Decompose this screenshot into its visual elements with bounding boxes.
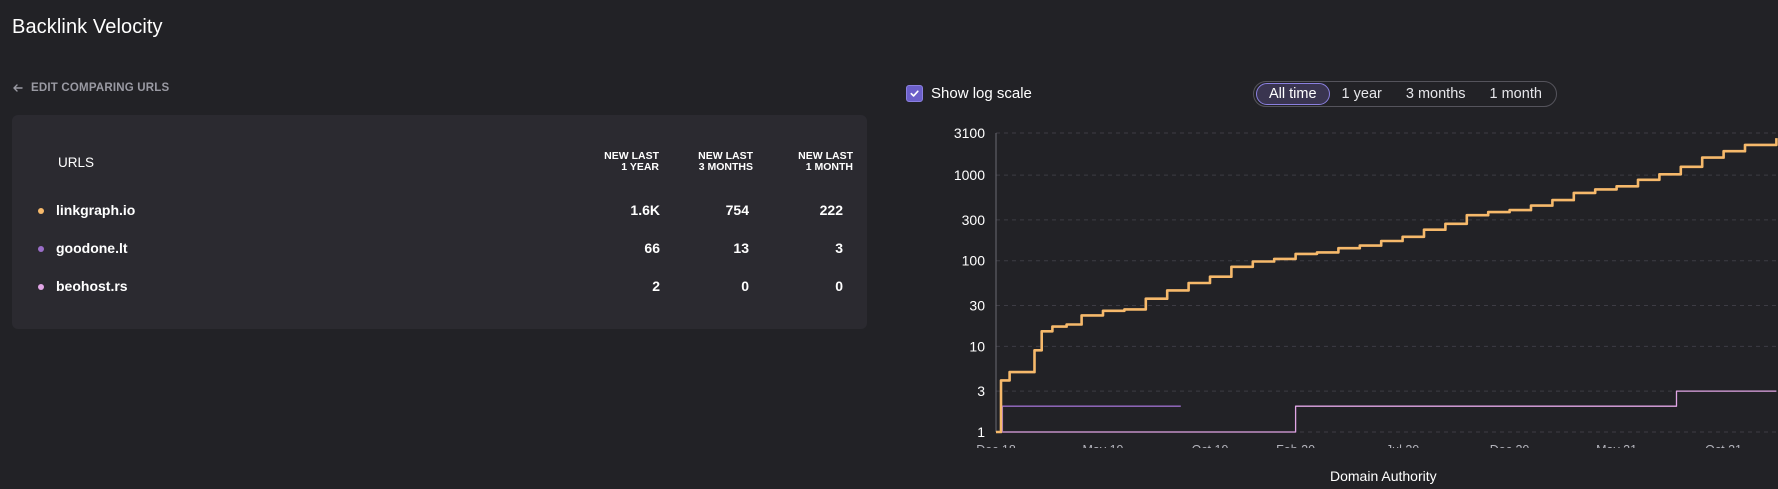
new-last-3-months-header-line2: 3 MONTHS (698, 161, 753, 173)
new-last-3-months-header: NEW LAST 3 MONTHS (698, 151, 753, 173)
time-range-3-months[interactable]: 3 months (1405, 86, 1466, 102)
time-range-1-year[interactable]: 1 year (1341, 86, 1382, 102)
x-tick-label: Feb 20 (1276, 443, 1315, 448)
time-range-all-time[interactable]: All time (1256, 83, 1330, 105)
y-tick-label: 3 (977, 383, 985, 399)
value-last-3-months: 0 (741, 278, 749, 294)
y-tick-label: 1 (977, 424, 985, 440)
new-last-3-months-header-line1: NEW LAST (698, 150, 753, 162)
value-last-3-months: 13 (733, 240, 749, 256)
time-range-toggle: All time 1 year 3 months 1 month (1253, 81, 1557, 107)
x-tick-label: Oct 19 (1192, 443, 1229, 448)
series-color-dot (38, 208, 44, 214)
new-last-1-year-header: NEW LAST 1 YEAR (604, 151, 659, 173)
x-axis-label: Domain Authority (1330, 468, 1437, 484)
table-row[interactable]: linkgraph.io 1.6K 754 222 (12, 201, 867, 221)
edit-comparing-urls-label: EDIT COMPARING URLS (31, 82, 170, 94)
table-row[interactable]: goodone.lt 66 13 3 (12, 239, 867, 259)
y-tick-label: 1000 (954, 167, 985, 183)
x-tick-label: May 21 (1596, 443, 1637, 448)
url-label: beohost.rs (56, 278, 128, 294)
value-last-1-year: 66 (644, 240, 660, 256)
series-color-dot (38, 246, 44, 252)
y-tick-label: 300 (962, 212, 986, 228)
y-tick-label: 10 (969, 338, 985, 354)
x-tick-label: May 19 (1083, 443, 1124, 448)
log-scale-checkbox[interactable] (906, 85, 923, 102)
checkmark-icon (910, 90, 919, 97)
table-row[interactable]: beohost.rs 2 0 0 (12, 277, 867, 297)
url-comparison-table: URLS NEW LAST 1 YEAR NEW LAST 3 MONTHS N… (12, 115, 867, 329)
x-tick-label: Oct 21 (1705, 443, 1742, 448)
new-last-1-month-header-line1: NEW LAST (798, 150, 853, 162)
log-scale-label: Show log scale (931, 85, 1032, 102)
url-label: goodone.lt (56, 240, 128, 256)
series-line-linkgraph-io (996, 138, 1778, 434)
value-last-1-year: 2 (652, 278, 660, 294)
x-tick-label: Jul 20 (1386, 443, 1419, 448)
value-last-1-year: 1.6K (630, 202, 660, 218)
time-range-1-month[interactable]: 1 month (1489, 86, 1542, 102)
new-last-1-month-header-line2: 1 MONTH (805, 161, 853, 173)
x-tick-label: Dec 20 (1490, 443, 1530, 448)
y-tick-label: 100 (962, 253, 986, 269)
value-last-1-month: 0 (835, 278, 843, 294)
page-title: Backlink Velocity (12, 16, 163, 38)
x-tick-label: Dec 18 (976, 443, 1016, 448)
series-line-goodone-lt (996, 405, 1181, 433)
y-tick-label: 3100 (954, 125, 985, 141)
value-last-1-month: 3 (835, 240, 843, 256)
edit-comparing-urls-link[interactable]: EDIT COMPARING URLS (12, 82, 169, 94)
series-line-beohost-rs (996, 390, 1777, 433)
new-last-1-year-header-line2: 1 YEAR (621, 161, 659, 173)
new-last-1-month-header: NEW LAST 1 MONTH (798, 151, 853, 173)
value-last-1-month: 222 (819, 202, 843, 218)
new-last-1-year-header-line1: NEW LAST (604, 150, 659, 162)
backlink-velocity-chart: 3100 1000 300 100 30 10 3 1 Dec 18 May 19 Oct 19 Fe… (954, 125, 1778, 448)
series-color-dot (38, 284, 44, 290)
value-last-3-months: 754 (725, 202, 749, 218)
urls-column-header: URLS (58, 155, 95, 170)
log-scale-toggle[interactable]: Show log scale (906, 85, 1032, 102)
y-tick-label: 30 (969, 297, 985, 313)
url-label: linkgraph.io (56, 202, 136, 218)
arrow-left-icon (13, 84, 23, 92)
